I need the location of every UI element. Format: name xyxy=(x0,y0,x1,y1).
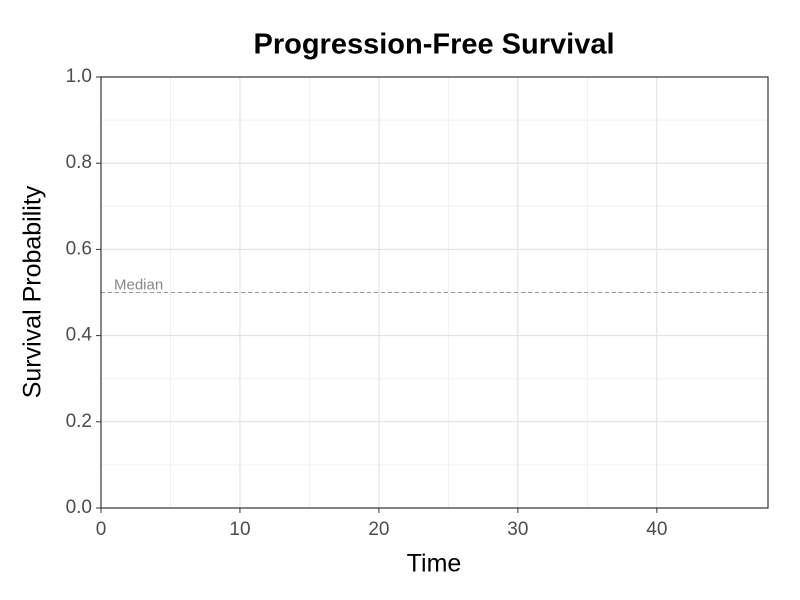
x-tick-label: 10 xyxy=(229,519,250,540)
x-tick-label: 40 xyxy=(646,519,667,540)
y-tick-label: 0.2 xyxy=(66,411,92,432)
y-tick-label: 0.0 xyxy=(66,497,92,518)
median-label: Median xyxy=(114,276,163,293)
panel-border xyxy=(100,76,769,509)
y-tick-label: 1.0 xyxy=(66,66,92,87)
x-tick-label: 30 xyxy=(507,519,528,540)
chart-title: Progression-Free Survival xyxy=(253,29,614,61)
x-tick-label: 20 xyxy=(368,519,389,540)
y-tick-label: 0.6 xyxy=(66,238,92,259)
x-axis-label: Time xyxy=(407,550,462,578)
y-tick-label: 0.4 xyxy=(66,325,93,346)
y-axis-label: Survival Probability xyxy=(19,185,47,398)
x-tick-label: 0 xyxy=(96,519,107,540)
y-tick-label: 0.8 xyxy=(66,152,92,173)
